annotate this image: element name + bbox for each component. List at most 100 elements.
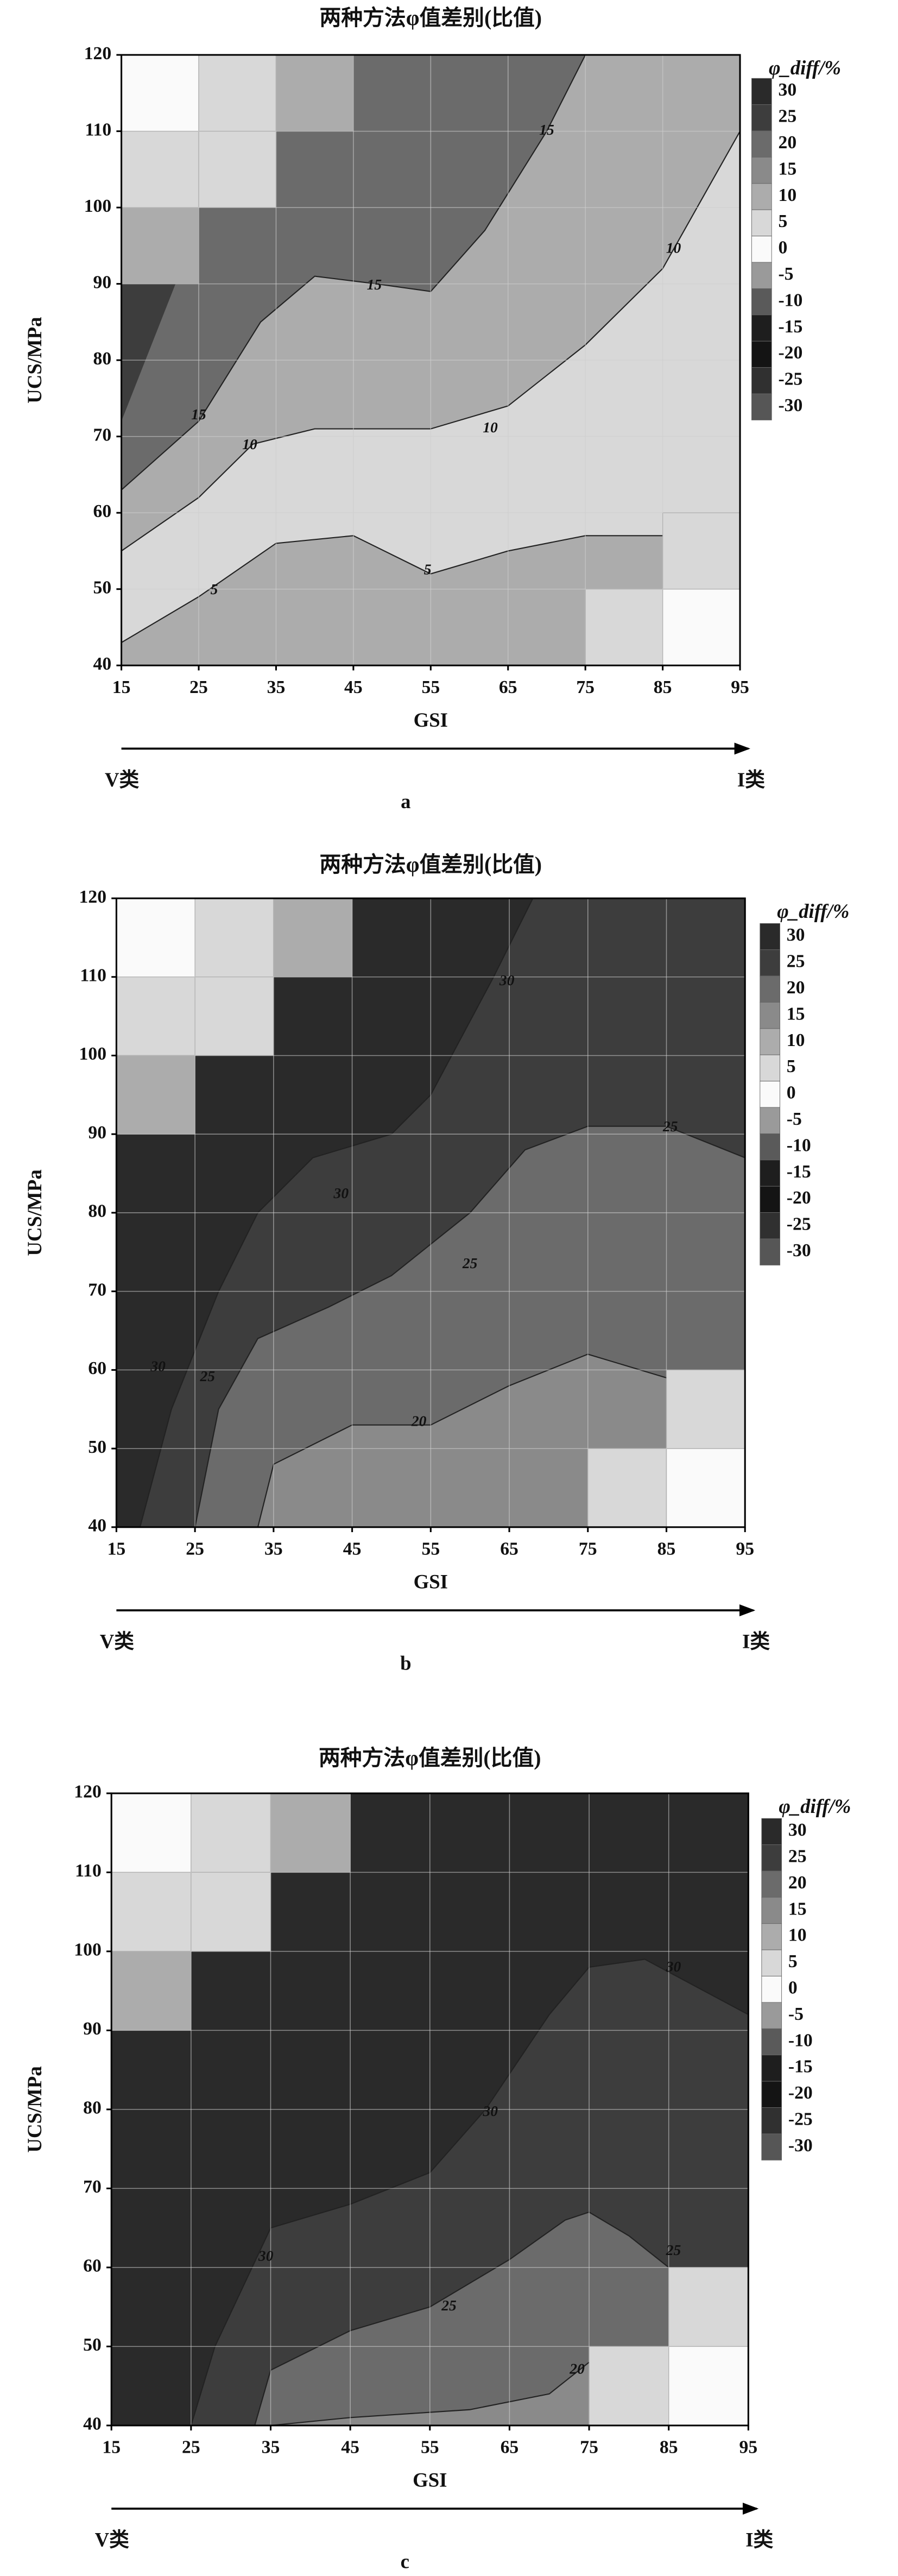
colorbar-swatch xyxy=(761,1870,782,1898)
contour-label: 25 xyxy=(462,1255,478,1271)
colorbar-swatch xyxy=(760,1160,781,1187)
colorbar-label: -20 xyxy=(787,1188,811,1208)
y-tick-label: 40 xyxy=(93,654,112,674)
x-tick-label: 75 xyxy=(580,2437,598,2457)
colorbar-label: -25 xyxy=(788,2109,813,2129)
colorbar-label: 20 xyxy=(778,133,796,153)
colorbar-swatch xyxy=(761,1976,782,2003)
colorbar-swatch xyxy=(761,2133,782,2161)
cell xyxy=(121,130,199,208)
cell xyxy=(668,2346,749,2426)
colorbar-label: 0 xyxy=(778,238,787,258)
colorbar-label: 10 xyxy=(778,185,796,205)
direction-end: I类 xyxy=(745,2529,773,2551)
cell xyxy=(662,589,741,666)
colorbar-label: -15 xyxy=(778,317,802,337)
cell xyxy=(116,977,195,1056)
y-tick-label: 90 xyxy=(93,272,112,292)
x-tick-label: 65 xyxy=(499,677,517,697)
contour-label: 25 xyxy=(441,2297,457,2314)
contour-line xyxy=(121,535,663,643)
y-axis-title: UCS/MPa xyxy=(23,317,46,404)
x-axis-title: GSI xyxy=(414,709,448,731)
panel-label: a xyxy=(401,790,410,813)
x-tick-label: 85 xyxy=(660,2437,678,2457)
y-tick-label: 100 xyxy=(84,196,112,216)
colorbar-swatch xyxy=(751,367,772,394)
x-tick-label: 95 xyxy=(736,1539,754,1559)
cell xyxy=(194,977,274,1056)
x-tick-label: 85 xyxy=(657,1539,676,1559)
contour-label: 15 xyxy=(367,276,382,293)
colorbar-title: φ_diff/% xyxy=(769,56,841,79)
x-tick-label: 45 xyxy=(341,2437,359,2457)
panel-label: c xyxy=(401,2550,409,2573)
colorbar-swatch xyxy=(751,130,772,158)
x-tick-label: 45 xyxy=(344,677,363,697)
x-tick-label: 55 xyxy=(421,2437,439,2457)
colorbar-swatch xyxy=(761,1897,782,1924)
colorbar-swatch xyxy=(760,1081,781,1108)
colorbar-swatch xyxy=(760,975,781,1003)
colorbar-label: 5 xyxy=(787,1056,796,1076)
colorbar-swatch xyxy=(761,1844,782,1872)
chart-title: 两种方法φ值差别(比值) xyxy=(319,1746,541,1770)
y-tick-label: 50 xyxy=(83,2335,102,2355)
plot-frame xyxy=(121,54,741,666)
x-tick-label: 35 xyxy=(264,1539,283,1559)
y-tick-label: 40 xyxy=(88,1516,106,1536)
contour-label: 25 xyxy=(666,2241,681,2258)
colorbar-swatch xyxy=(760,1028,781,1055)
panel-label: b xyxy=(400,1652,411,1674)
colorbar-label: 5 xyxy=(778,211,787,231)
cell xyxy=(194,898,274,978)
cell xyxy=(668,2267,749,2347)
y-tick-label: 120 xyxy=(79,887,107,907)
x-tick-label: 95 xyxy=(731,677,749,697)
contour-label: 25 xyxy=(200,1368,216,1384)
x-tick-label: 25 xyxy=(189,677,208,697)
x-tick-label: 75 xyxy=(576,677,595,697)
colorbar-label: 25 xyxy=(787,952,805,972)
colorbar-swatch xyxy=(751,209,772,237)
colorbar-label: 0 xyxy=(787,1083,796,1103)
colorbar-label: 20 xyxy=(788,1873,807,1893)
colorbar-swatch xyxy=(761,2055,782,2082)
colorbar-swatch xyxy=(761,2107,782,2134)
cell xyxy=(121,207,199,285)
x-tick-label: 85 xyxy=(654,677,672,697)
x-tick-label: 65 xyxy=(501,2437,519,2457)
colorbar-label: 30 xyxy=(778,80,796,100)
contour-line xyxy=(190,1958,749,2426)
contour-label: 5 xyxy=(211,581,218,597)
colorbar-swatch xyxy=(760,1107,781,1134)
contour-label: 10 xyxy=(666,240,681,256)
x-tick-label: 15 xyxy=(112,677,131,697)
colorbar-label: -5 xyxy=(787,1109,802,1129)
cell xyxy=(116,898,195,978)
colorbar-label: -10 xyxy=(778,290,802,310)
cell xyxy=(121,54,199,132)
y-tick-label: 50 xyxy=(93,577,112,597)
contour-label: 30 xyxy=(258,2247,274,2264)
x-tick-label: 35 xyxy=(267,677,286,697)
contour-label: 5 xyxy=(424,560,432,577)
colorbar-swatch xyxy=(751,393,772,420)
colorbar-swatch xyxy=(751,183,772,210)
colorbar-label: -5 xyxy=(788,2004,804,2024)
colorbar-swatch xyxy=(751,262,772,289)
y-tick-label: 60 xyxy=(83,2256,102,2276)
cell xyxy=(270,1793,351,1873)
cell xyxy=(198,54,277,132)
x-tick-label: 75 xyxy=(579,1539,597,1559)
y-tick-label: 120 xyxy=(74,1782,102,1802)
y-tick-label: 110 xyxy=(80,965,106,985)
colorbar-swatch xyxy=(760,923,781,950)
cell xyxy=(662,512,741,590)
y-tick-label: 70 xyxy=(83,2177,102,2197)
colorbar-label: 15 xyxy=(787,1004,805,1024)
plot-frame xyxy=(115,897,746,1528)
direction-start: V类 xyxy=(105,769,140,791)
cell xyxy=(191,1872,271,1952)
